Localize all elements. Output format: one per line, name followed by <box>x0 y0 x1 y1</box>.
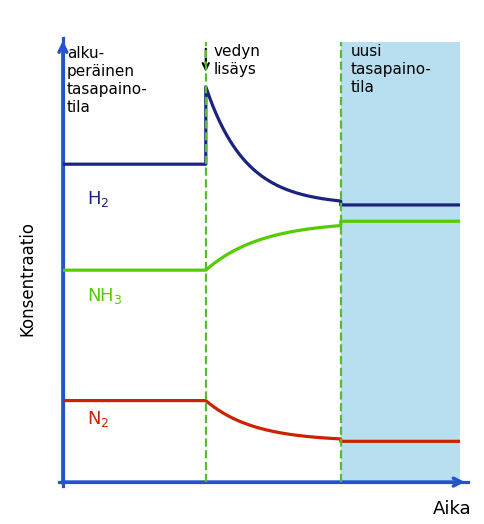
Text: Konsentraatio: Konsentraatio <box>18 221 36 336</box>
Text: uusi
tasapaino-
tila: uusi tasapaino- tila <box>350 44 432 95</box>
Text: N$_2$: N$_2$ <box>87 409 109 429</box>
Text: alku-
peräinen
tasapaino-
tila: alku- peräinen tasapaino- tila <box>67 46 148 115</box>
Text: vedyn
lisäys: vedyn lisäys <box>214 44 260 77</box>
Bar <box>341 42 460 482</box>
Text: H$_2$: H$_2$ <box>87 189 109 209</box>
Text: Aika: Aika <box>433 500 472 518</box>
Text: NH$_3$: NH$_3$ <box>87 287 122 307</box>
